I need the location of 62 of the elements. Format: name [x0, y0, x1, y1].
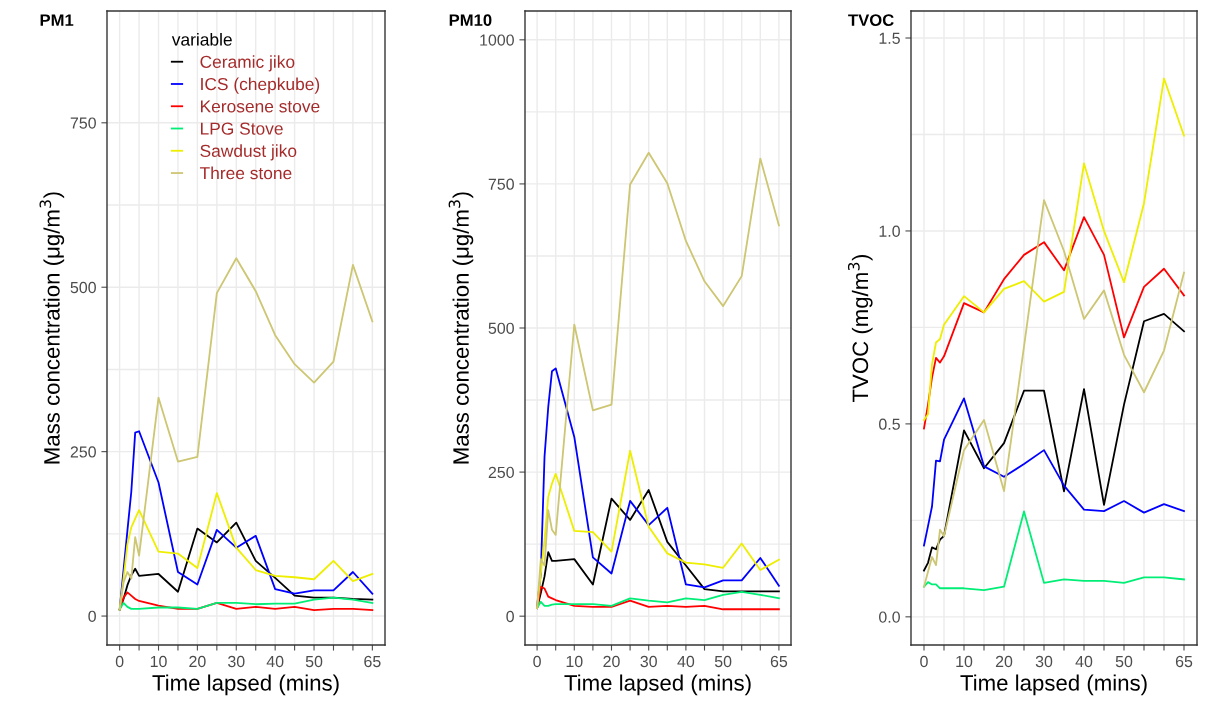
- x-tick-label: 10: [150, 655, 167, 668]
- x-tick-label: 65: [364, 655, 381, 668]
- legend-label: Kerosene stove: [201, 100, 320, 113]
- line-series: [118, 591, 374, 612]
- x-tick-label: 30: [228, 655, 245, 668]
- y-axis-title: TVOC (mg/m$^{3}$): [847, 254, 873, 403]
- line-series: [118, 596, 374, 611]
- line-series: [923, 510, 1185, 592]
- y-tick-label: 500: [70, 281, 96, 294]
- line-series: [923, 216, 1185, 430]
- legend-label: Ceramic jiko: [200, 55, 295, 72]
- x-tick-label: 30: [1035, 655, 1053, 668]
- x-axis-title: Time lapsed (mins): [960, 674, 1147, 696]
- x-tick-label: 0: [115, 655, 124, 668]
- x-tick-label: 40: [677, 655, 695, 668]
- y-tick-label: 250: [70, 446, 96, 458]
- x-tick-label: 10: [956, 655, 973, 668]
- x-tick-label: 10: [566, 655, 583, 668]
- y-tick-label: 0: [506, 610, 514, 623]
- x-tick-label: 40: [1075, 655, 1093, 668]
- line-series: [536, 591, 780, 610]
- x-tick-label: 20: [603, 655, 620, 668]
- line-series: [923, 313, 1185, 572]
- chart-title: TVOC: [848, 14, 894, 27]
- chart-title: PM1: [40, 14, 74, 26]
- x-axis-title: Time lapsed (mins): [564, 674, 751, 696]
- x-tick-label: 0: [533, 655, 541, 668]
- line-series: [118, 257, 374, 611]
- y-tick-label: 1.0: [879, 225, 900, 237]
- x-tick-label: 65: [770, 655, 788, 668]
- line-series: [923, 77, 1185, 421]
- y-tick-label: 750: [70, 117, 96, 129]
- y-tick-label: 1000: [480, 34, 514, 46]
- x-tick-label: 30: [640, 655, 657, 668]
- y-tick-label: 750: [488, 178, 514, 190]
- y-tick-label: 1.5: [879, 32, 900, 44]
- x-tick-label: 0: [920, 655, 928, 668]
- line-series: [923, 397, 1185, 547]
- legend-title: variable: [171, 32, 232, 46]
- y-axis-title: Mass concentration (μg/m$^{3}$): [39, 192, 65, 464]
- x-tick-label: 65: [1175, 655, 1193, 668]
- legend-label: Three stone: [199, 166, 292, 180]
- legend-label: Sawdust jiko: [200, 144, 297, 161]
- x-tick-label: 50: [714, 655, 732, 668]
- x-axis-title: Time lapsed (mins): [152, 674, 339, 696]
- line-series: [923, 199, 1185, 588]
- y-tick-label: 0: [88, 610, 96, 623]
- x-tick-label: 20: [189, 655, 206, 668]
- y-axis-title: Mass concentration (μg/m$^{3}$): [448, 192, 474, 464]
- legend-label: ICS (chepkube): [201, 77, 320, 94]
- x-tick-label: 50: [1115, 655, 1133, 668]
- chart-title: PM10: [449, 14, 492, 27]
- x-tick-label: 50: [305, 655, 323, 668]
- y-tick-label: 500: [488, 322, 514, 334]
- line-series: [536, 151, 780, 610]
- y-tick-label: 0.0: [879, 611, 900, 623]
- y-tick-label: 250: [488, 466, 514, 479]
- legend-label: LPG Stove: [201, 122, 283, 135]
- y-tick-label: 0.5: [879, 418, 900, 430]
- x-tick-label: 40: [266, 655, 284, 668]
- line-series: [536, 585, 780, 611]
- x-tick-label: 20: [995, 655, 1013, 668]
